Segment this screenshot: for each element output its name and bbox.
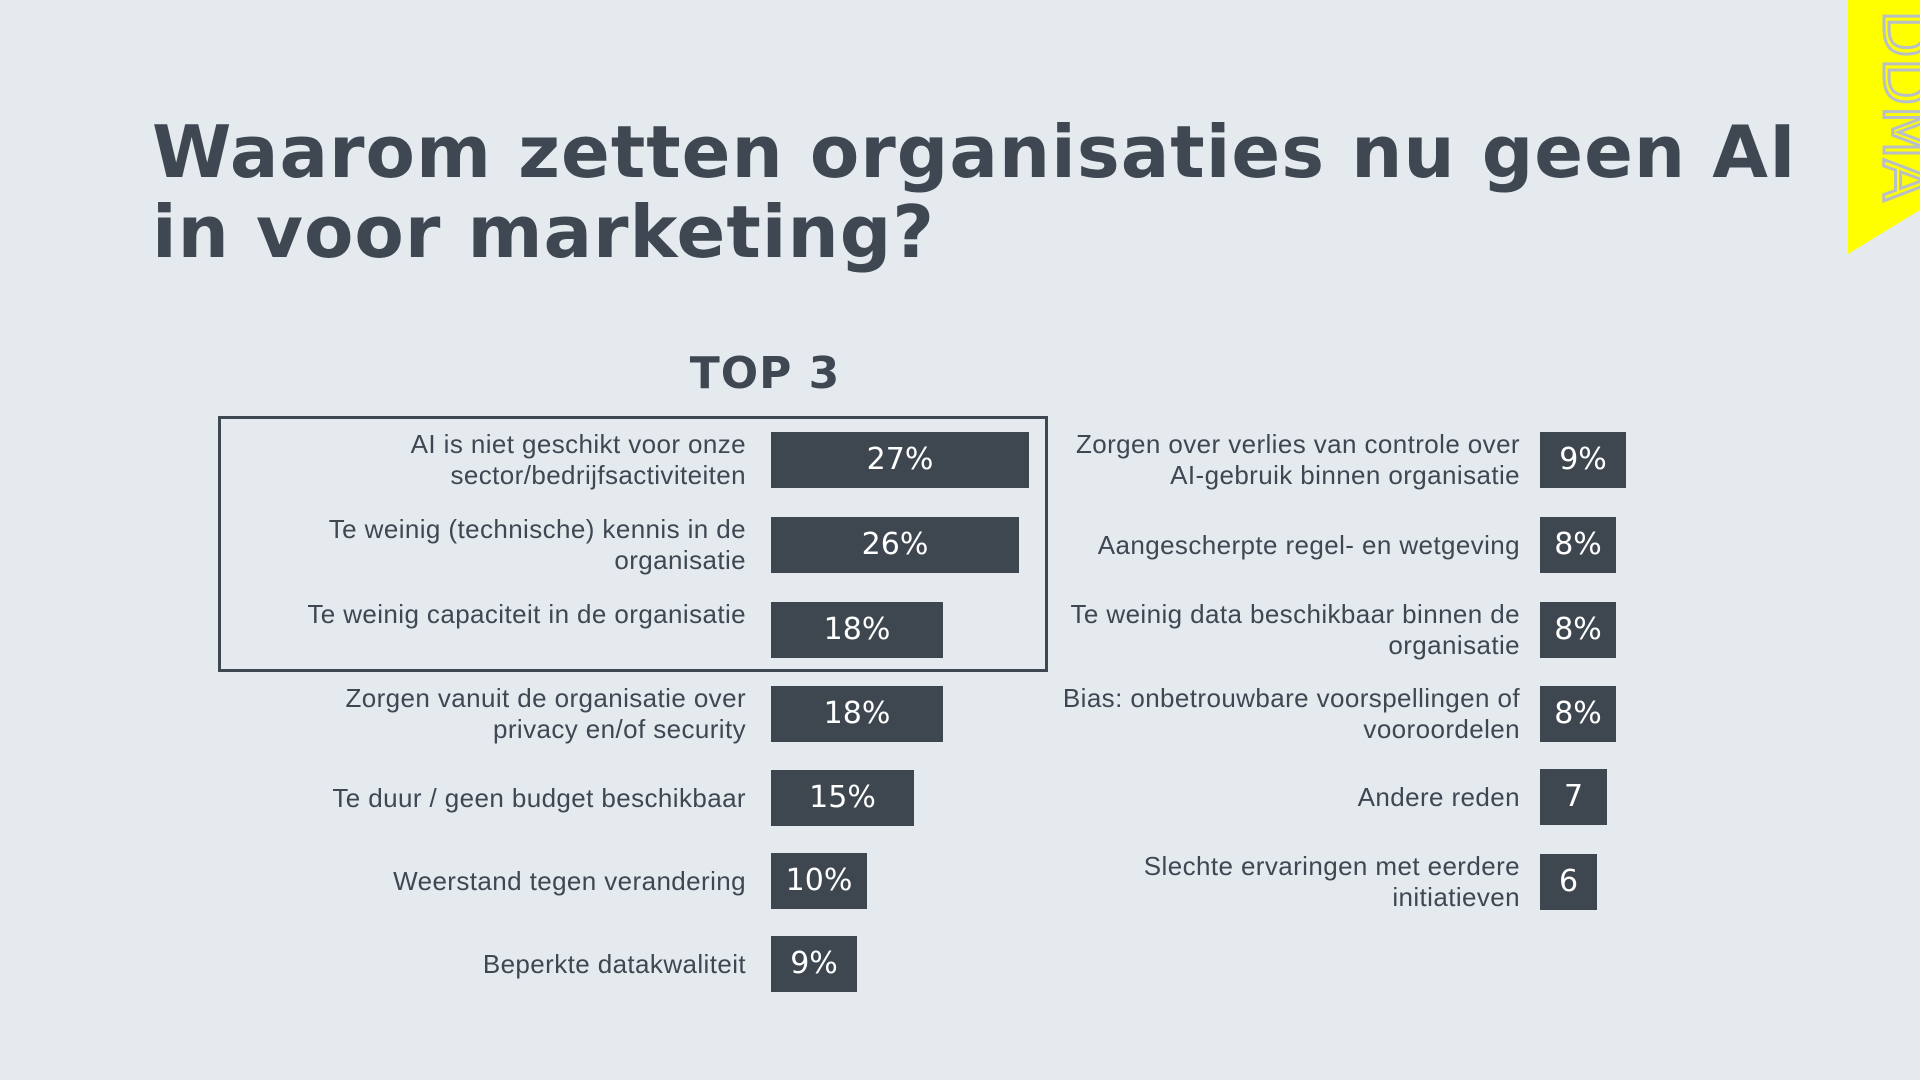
left-bar-label: Te duur / geen budget beschikbaar: [332, 782, 746, 813]
page-title: Waarom zetten organisaties nu geen AI in…: [152, 110, 1797, 274]
right-bar-label: Te weinig data beschikbaar binnen de org…: [1070, 599, 1520, 660]
right-bar: 9%: [1540, 432, 1626, 488]
right-bar: 8%: [1540, 517, 1616, 573]
right-bar-label: Andere reden: [1357, 781, 1520, 812]
left-bar-label: Te weinig (technische) kennis in de orga…: [328, 514, 746, 575]
left-bar: 9%: [771, 936, 857, 992]
bar-value-label: 8%: [1554, 696, 1602, 731]
bar-value-label: 10%: [785, 863, 853, 898]
logo-text: DDMA: [1869, 10, 1920, 201]
right-bar-label: Slechte ervaringen met eerdere initiatie…: [1143, 851, 1520, 912]
left-bar: 15%: [771, 770, 914, 826]
left-bar: 26%: [771, 517, 1019, 573]
left-bar: 18%: [771, 602, 943, 658]
bar-value-label: 27%: [866, 442, 934, 477]
right-bar: 6: [1540, 854, 1597, 910]
right-bar: 8%: [1540, 602, 1616, 658]
left-bar: 18%: [771, 686, 943, 742]
bar-value-label: 6: [1558, 864, 1579, 899]
left-bar: 10%: [771, 853, 867, 909]
bar-value-label: 8%: [1554, 612, 1602, 647]
left-bar-label: AI is niet geschikt voor onze sector/bed…: [410, 429, 746, 490]
top3-heading: TOP 3: [689, 348, 841, 399]
bar-value-label: 9%: [1559, 442, 1607, 477]
ddma-logo: DDMA: [1848, 0, 1920, 254]
left-bar-label: Zorgen vanuit de organisatie over privac…: [345, 683, 746, 744]
top3-highlight-box: [218, 416, 1048, 672]
left-bar-label: Beperkte datakwaliteit: [482, 948, 746, 979]
right-bar: 7: [1540, 769, 1607, 825]
right-bar-label: Zorgen over verlies van controle over AI…: [1075, 429, 1520, 490]
bar-value-label: 9%: [790, 946, 838, 981]
bar-value-label: 18%: [823, 612, 891, 647]
left-bar-label: Weerstand tegen verandering: [393, 865, 746, 896]
bar-value-label: 15%: [809, 780, 876, 815]
left-bar-label: Te weinig capaciteit in de organisatie: [307, 599, 746, 629]
left-bar: 27%: [771, 432, 1029, 488]
right-bar: 8%: [1540, 686, 1616, 742]
right-bar-label: Bias: onbetrouwbare voorspellingen of vo…: [1062, 683, 1520, 744]
bar-value-label: 26%: [861, 527, 929, 562]
bar-value-label: 8%: [1554, 527, 1602, 562]
right-bar-label: Aangescherpte regel- en wetgeving: [1097, 529, 1520, 560]
bar-value-label: 18%: [823, 696, 891, 731]
bar-value-label: 7: [1563, 779, 1584, 814]
